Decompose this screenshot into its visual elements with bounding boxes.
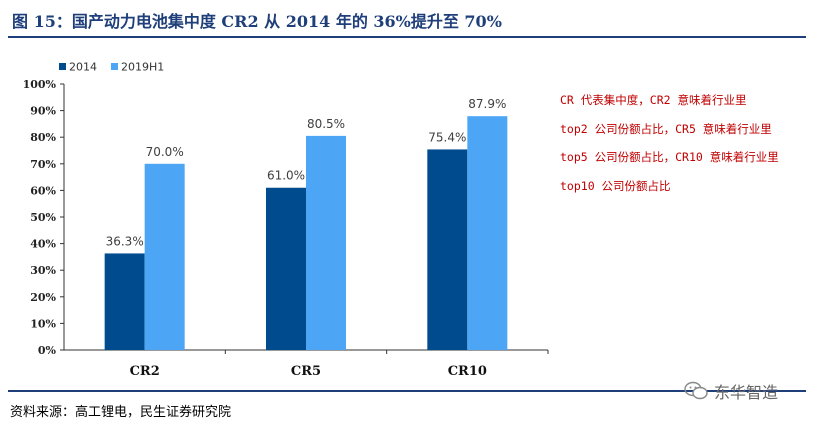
- y-tick-label: 60%: [30, 184, 56, 197]
- source-text: 资料来源：高工锂电，民生证券研究院: [10, 405, 232, 420]
- data-label: 75.4%: [428, 130, 466, 144]
- bar-2019h1-cr5: [306, 135, 346, 350]
- y-tick-label: 50%: [30, 211, 56, 224]
- data-label: 87.9%: [468, 97, 506, 111]
- y-tick-label: 80%: [30, 131, 56, 144]
- bar-2014-cr5: [266, 187, 306, 350]
- y-tick-label: 10%: [30, 317, 56, 330]
- y-tick-label: 0%: [38, 344, 57, 357]
- legend-label: 2014: [69, 61, 97, 74]
- x-tick-label: CR5: [291, 364, 321, 379]
- legend-label: 2019H1: [121, 61, 164, 74]
- data-label: 61.0%: [267, 169, 305, 183]
- y-tick-label: 70%: [30, 158, 56, 171]
- x-tick-label: CR10: [448, 364, 487, 379]
- legend-swatch: [111, 63, 118, 70]
- x-tick-label: CR2: [130, 364, 160, 379]
- data-label: 70.0%: [146, 145, 184, 159]
- title-rule: [8, 36, 806, 38]
- y-tick-label: 100%: [23, 78, 57, 91]
- y-tick-label: 30%: [30, 264, 56, 277]
- watermark-text: 东华智造: [714, 383, 779, 402]
- bar-2014-cr10: [427, 149, 468, 350]
- data-label: 36.3%: [106, 234, 144, 248]
- y-tick-label: 40%: [30, 238, 56, 251]
- y-tick-label: 90%: [30, 105, 56, 118]
- bar-2019h1-cr2: [144, 163, 185, 350]
- bar-2019h1-cr10: [467, 116, 508, 350]
- chat-bubble-icon: [684, 381, 708, 400]
- watermark: 东华智造: [684, 379, 778, 403]
- source-rule: [8, 390, 806, 392]
- bar-chart: 0% 10% 20% 30% 40% 50% 60% 70% 80% 90% 100% 36.3% 70…: [23, 61, 549, 379]
- figure-title: 图 15：国产动力电池集中度 CR2 从 2014 年的 36%提升至 70%: [12, 12, 502, 31]
- legend-swatch: [59, 63, 66, 70]
- annotation-note: CR 代表集中度，CR2 意味着行业里 top2 公司份额占比，CR5 意味着行…: [560, 93, 779, 193]
- data-label: 80.5%: [307, 117, 345, 131]
- bar-2014-cr2: [104, 253, 145, 350]
- y-tick-label: 20%: [30, 291, 56, 304]
